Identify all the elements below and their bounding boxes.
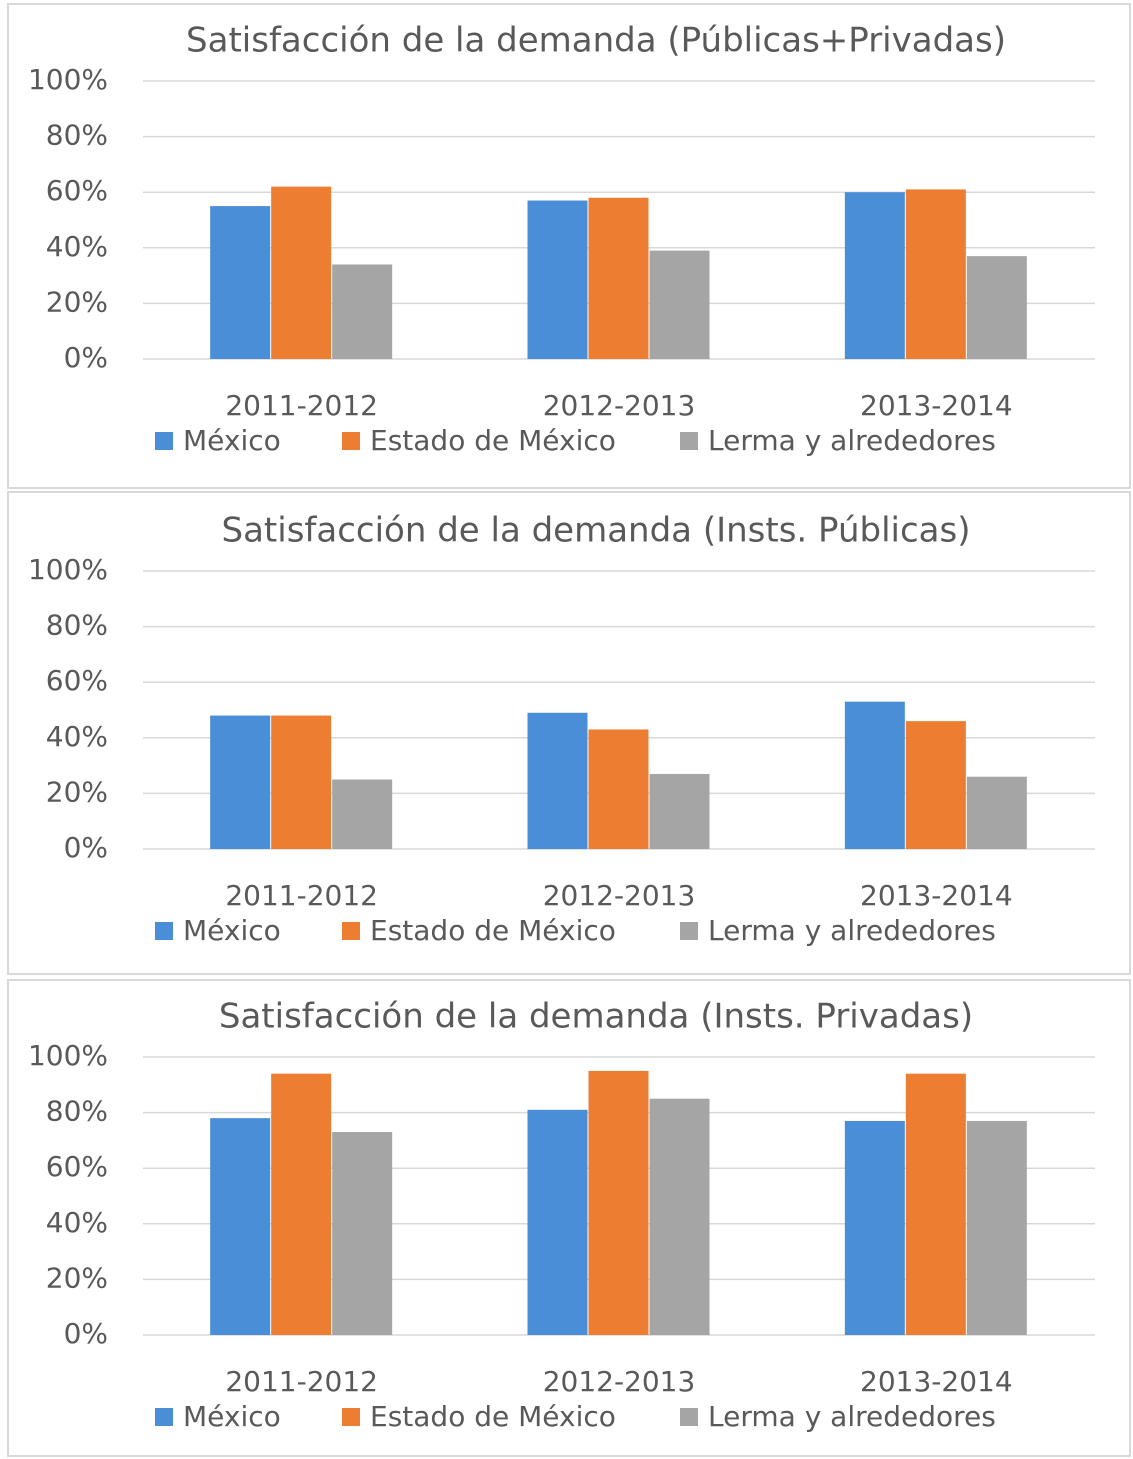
bar bbox=[905, 189, 966, 359]
bar bbox=[905, 721, 966, 849]
bar bbox=[271, 1073, 332, 1335]
legend-swatch bbox=[342, 432, 360, 450]
legend-swatch bbox=[680, 922, 698, 940]
y-tick-label: 20% bbox=[46, 285, 108, 318]
legend-label: Lerma y alrededores bbox=[708, 1400, 996, 1433]
y-tick-label: 40% bbox=[46, 230, 108, 263]
y-tick-label: 60% bbox=[46, 664, 108, 697]
y-tick-label: 80% bbox=[46, 1095, 108, 1128]
legend-label: Estado de México bbox=[370, 914, 616, 947]
bar bbox=[210, 1118, 271, 1335]
y-tick-label: 40% bbox=[46, 720, 108, 753]
y-tick-label: 60% bbox=[46, 174, 108, 207]
y-tick-label: 80% bbox=[46, 119, 108, 152]
chart-title: Satisfacción de la demanda (Públicas+Pri… bbox=[186, 21, 1006, 61]
bar bbox=[649, 1098, 710, 1335]
y-tick-label: 100% bbox=[28, 63, 108, 96]
x-tick-label: 2012-2013 bbox=[543, 389, 696, 422]
x-tick-label: 2011-2012 bbox=[225, 879, 378, 912]
bar bbox=[588, 1070, 649, 1335]
panel bbox=[7, 491, 1131, 975]
y-tick-label: 80% bbox=[46, 609, 108, 642]
bar bbox=[210, 206, 271, 359]
y-tick-label: 20% bbox=[46, 775, 108, 808]
y-tick-label: 0% bbox=[64, 1317, 108, 1350]
y-tick-label: 0% bbox=[64, 341, 108, 374]
legend-swatch bbox=[155, 432, 173, 450]
legend-swatch bbox=[155, 1408, 173, 1426]
bar bbox=[332, 779, 393, 849]
bar bbox=[649, 773, 710, 849]
x-tick-label: 2013-2014 bbox=[860, 879, 1013, 912]
legend-swatch bbox=[680, 1408, 698, 1426]
x-tick-label: 2012-2013 bbox=[543, 879, 696, 912]
x-tick-label: 2011-2012 bbox=[225, 1365, 378, 1398]
y-tick-label: 0% bbox=[64, 831, 108, 864]
bar bbox=[966, 256, 1027, 359]
bar bbox=[210, 715, 271, 849]
legend-label: Estado de México bbox=[370, 1400, 616, 1433]
legend-label: Lerma y alrededores bbox=[708, 424, 996, 457]
legend-label: México bbox=[183, 914, 281, 947]
bar bbox=[527, 200, 588, 359]
bar bbox=[966, 1120, 1027, 1335]
legend-swatch bbox=[155, 922, 173, 940]
bar bbox=[905, 1073, 966, 1335]
bar bbox=[966, 776, 1027, 849]
chart-title: Satisfacción de la demanda (Insts. Públi… bbox=[222, 511, 971, 551]
legend-swatch bbox=[342, 922, 360, 940]
legend-swatch bbox=[342, 1408, 360, 1426]
bar bbox=[271, 715, 332, 849]
bar bbox=[527, 1109, 588, 1335]
bar bbox=[332, 1132, 393, 1335]
y-tick-label: 100% bbox=[28, 1039, 108, 1072]
x-tick-label: 2013-2014 bbox=[860, 1365, 1013, 1398]
legend-label: México bbox=[183, 424, 281, 457]
legend-label: México bbox=[183, 1400, 281, 1433]
panel bbox=[7, 979, 1131, 1457]
bar bbox=[844, 701, 905, 849]
bar bbox=[844, 192, 905, 359]
bar bbox=[588, 197, 649, 359]
bar bbox=[844, 1120, 905, 1335]
x-tick-label: 2013-2014 bbox=[860, 389, 1013, 422]
panel bbox=[7, 3, 1131, 489]
legend-swatch bbox=[680, 432, 698, 450]
bar bbox=[332, 264, 393, 359]
legend-label: Lerma y alrededores bbox=[708, 914, 996, 947]
bar bbox=[649, 250, 710, 359]
bar bbox=[588, 729, 649, 849]
x-tick-label: 2012-2013 bbox=[543, 1365, 696, 1398]
y-tick-label: 20% bbox=[46, 1261, 108, 1294]
bar bbox=[271, 186, 332, 359]
x-tick-label: 2011-2012 bbox=[225, 389, 378, 422]
chart-title: Satisfacción de la demanda (Insts. Priva… bbox=[219, 997, 973, 1037]
bar bbox=[527, 712, 588, 849]
legend-label: Estado de México bbox=[370, 424, 616, 457]
y-tick-label: 60% bbox=[46, 1150, 108, 1183]
y-tick-label: 100% bbox=[28, 553, 108, 586]
y-tick-label: 40% bbox=[46, 1206, 108, 1239]
